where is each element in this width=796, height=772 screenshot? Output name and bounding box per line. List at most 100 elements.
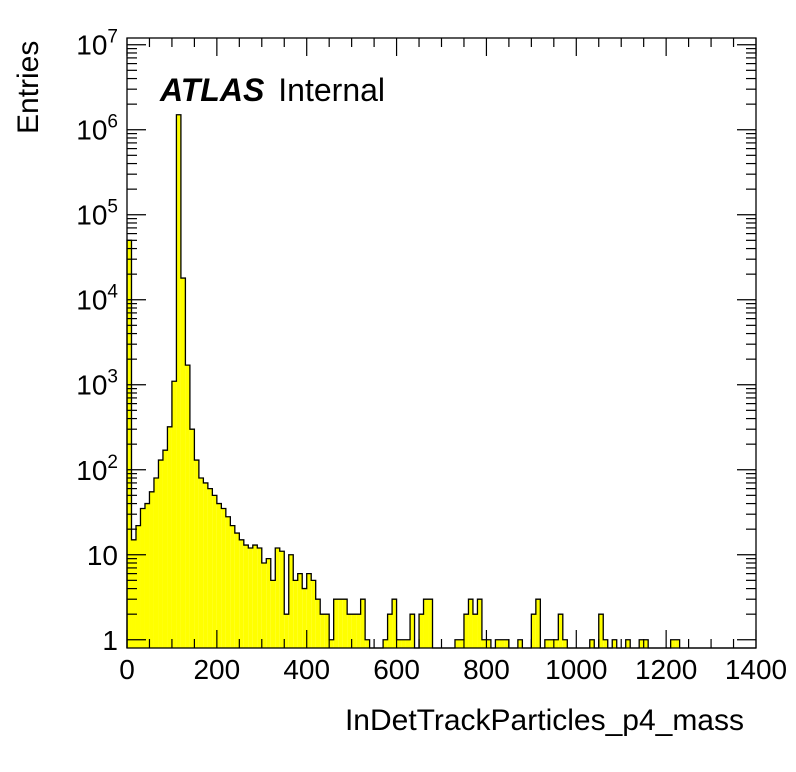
histogram-bar bbox=[603, 639, 608, 648]
histogram-bar bbox=[153, 477, 159, 648]
histogram-bar bbox=[212, 495, 217, 648]
histogram-bar bbox=[167, 426, 172, 648]
histogram-bar bbox=[176, 114, 181, 648]
histogram-bar bbox=[517, 639, 523, 648]
histogram-bar bbox=[639, 639, 644, 648]
histogram-bar bbox=[144, 503, 150, 648]
y-tick-label: 103 bbox=[76, 367, 118, 401]
histogram-bar bbox=[306, 573, 312, 648]
histogram-bar bbox=[158, 460, 163, 648]
y-tick-labels: 1 10 102 103 104 105 106 107 bbox=[76, 27, 118, 656]
histogram-bar bbox=[535, 599, 541, 648]
x-tick-label: 1000 bbox=[545, 654, 607, 685]
x-tick-label: 200 bbox=[193, 654, 240, 685]
histogram-bar bbox=[234, 533, 240, 648]
histogram-bar bbox=[558, 614, 563, 648]
histogram-bar bbox=[463, 614, 469, 648]
histogram-bar bbox=[194, 460, 199, 648]
histogram-bar bbox=[131, 539, 136, 648]
histogram-bar bbox=[468, 599, 473, 648]
histogram-bar bbox=[302, 588, 307, 648]
x-tick-label: 400 bbox=[283, 654, 330, 685]
histogram-bar bbox=[472, 614, 478, 648]
histogram-bar bbox=[216, 503, 222, 648]
y-tick-label: 107 bbox=[76, 27, 118, 61]
histogram-bar bbox=[544, 639, 550, 648]
histogram-bar bbox=[401, 639, 406, 648]
y-axis-title: Entries bbox=[12, 40, 45, 134]
x-tick-labels: 0 200 400 600 800 1000 1200 1400 bbox=[119, 654, 787, 685]
histogram-bar bbox=[270, 580, 276, 648]
histogram-bar bbox=[356, 614, 361, 648]
histogram-bar bbox=[239, 539, 244, 648]
histogram-bar bbox=[454, 639, 460, 648]
histogram-bar bbox=[279, 551, 285, 648]
histogram-bar bbox=[284, 614, 289, 648]
histogram-bar bbox=[351, 614, 357, 648]
histogram-bar bbox=[387, 614, 393, 648]
experiment-label: ATLAS bbox=[160, 72, 265, 108]
histogram-bar bbox=[549, 639, 554, 648]
histogram-bar bbox=[670, 639, 676, 648]
histogram-bar bbox=[675, 639, 680, 648]
histogram-bar bbox=[360, 599, 366, 648]
histogram-bar bbox=[243, 545, 249, 648]
histogram-bar bbox=[140, 508, 145, 648]
histogram-bar bbox=[171, 381, 177, 648]
histogram-bar bbox=[221, 508, 226, 648]
histogram-bar bbox=[477, 599, 482, 648]
histogram-outline bbox=[126, 114, 756, 649]
histogram-bar bbox=[329, 639, 334, 648]
y-tick-label: 105 bbox=[76, 197, 118, 231]
histogram-bar bbox=[203, 482, 208, 648]
histogram-bar bbox=[320, 614, 325, 648]
histogram-bar bbox=[405, 639, 411, 648]
histogram-bar bbox=[392, 599, 397, 648]
histogram-bars bbox=[127, 114, 680, 648]
histogram-bar bbox=[365, 639, 370, 648]
histogram-bar bbox=[342, 599, 348, 648]
status-label: Internal bbox=[278, 72, 386, 108]
histogram-bar bbox=[562, 639, 568, 648]
y-tick-label: 1 bbox=[102, 625, 118, 656]
y-tick-label: 10 bbox=[87, 540, 118, 571]
histogram-bar bbox=[499, 639, 505, 648]
histogram-bar bbox=[612, 639, 617, 648]
histogram-bar bbox=[495, 639, 500, 648]
histogram-bar bbox=[315, 599, 321, 648]
histogram-bar bbox=[598, 614, 604, 648]
histogram-bar bbox=[589, 639, 595, 648]
histogram-bar bbox=[266, 558, 271, 648]
histogram-bar bbox=[504, 639, 509, 648]
histogram-bar bbox=[149, 491, 154, 648]
x-axis-title: InDetTrackParticles_p4_mass bbox=[344, 704, 744, 737]
histogram-bar bbox=[261, 562, 267, 648]
x-tick-label: 1400 bbox=[725, 654, 787, 685]
histogram-bar bbox=[311, 580, 316, 648]
histogram-bar bbox=[333, 599, 339, 648]
x-tick-label: 800 bbox=[463, 654, 510, 685]
histogram-bar bbox=[198, 477, 204, 648]
histogram-bar bbox=[324, 614, 330, 648]
histogram-bar bbox=[225, 516, 231, 648]
y-tick-label: 102 bbox=[76, 452, 118, 486]
histogram-bar bbox=[643, 639, 649, 648]
histogram-bar bbox=[248, 548, 253, 648]
x-tick-label: 0 bbox=[119, 654, 135, 685]
histogram-bar bbox=[410, 614, 415, 648]
histogram-bar bbox=[189, 429, 195, 648]
histogram-bar bbox=[288, 554, 294, 648]
histogram-bar bbox=[396, 639, 402, 648]
histogram-bar bbox=[486, 639, 491, 648]
y-tick-label: 106 bbox=[76, 112, 118, 146]
histogram-bar bbox=[553, 639, 559, 648]
histogram-bar bbox=[257, 548, 262, 648]
histogram-bar bbox=[338, 599, 343, 648]
y-tick-label: 104 bbox=[76, 282, 118, 316]
histogram-bar bbox=[625, 639, 631, 648]
histogram-bar bbox=[207, 488, 213, 648]
histogram-bar bbox=[180, 278, 186, 648]
histogram-bar bbox=[162, 450, 168, 648]
axis-ticks bbox=[126, 38, 757, 648]
